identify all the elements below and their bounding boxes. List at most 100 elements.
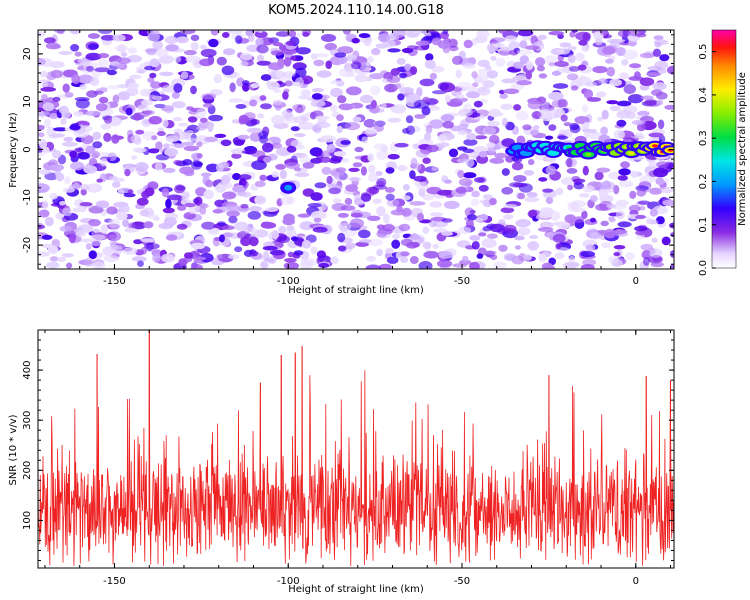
spectrogram-cell	[478, 151, 488, 158]
spectrogram-cell	[513, 175, 527, 183]
spectrogram-cell	[173, 159, 183, 166]
spectrogram-cell	[344, 122, 361, 131]
spectrogram-cell	[127, 82, 139, 90]
spectrogram-cell	[68, 233, 76, 244]
spectrogram-cell	[207, 122, 214, 133]
spectrogram-cell	[193, 256, 207, 261]
spectrogram-cell	[664, 104, 674, 110]
spectrogram-cell	[87, 33, 100, 39]
spectrogram-cell	[251, 160, 267, 171]
spectrogram-cell	[392, 233, 401, 240]
spectrogram-cell	[462, 148, 475, 153]
spectrogram-cell	[488, 134, 500, 145]
spectrogram-cell	[137, 260, 144, 267]
spectrogram-cell	[363, 118, 377, 128]
spectrogram-cell	[143, 221, 154, 229]
spectrogram-cell	[476, 253, 484, 259]
spectrogram-cell	[320, 135, 336, 143]
spectrogram-cell	[44, 216, 54, 227]
spectrogram-cell	[376, 224, 385, 230]
spectrogram-cell	[319, 156, 332, 163]
snr-y-tick-label: 400	[22, 361, 33, 380]
spectrogram-cell	[371, 48, 381, 56]
spectrogram-cell	[538, 177, 548, 182]
spectrogram-cell	[257, 30, 264, 33]
spectrogram-cell	[367, 215, 381, 221]
spectrogram-y-tick-label: 10	[22, 95, 33, 108]
spectrogram-cell	[238, 114, 249, 124]
spectrogram-cell	[493, 42, 506, 48]
spectrogram-cell	[85, 52, 102, 61]
spectrogram-cell	[564, 214, 577, 224]
spectrogram-cell	[38, 152, 45, 157]
spectrogram-cell	[153, 216, 160, 221]
spectrogram-cell	[438, 142, 450, 148]
spectrogram-cell	[402, 195, 411, 201]
spectrogram-cell	[201, 93, 217, 100]
spectrogram-cell	[387, 153, 400, 160]
spectrogram-cell	[499, 46, 512, 52]
spectrogram-cell	[551, 70, 562, 76]
spectrogram-cell	[508, 182, 525, 188]
spectrogram-cell	[286, 145, 297, 153]
spectrogram-cell	[120, 52, 128, 57]
spectrogram-cell	[599, 30, 608, 36]
spectrogram-cell	[259, 174, 267, 181]
spectrogram-cell	[524, 45, 540, 50]
spectrogram-cell	[63, 136, 74, 142]
spectrogram-cell	[196, 141, 203, 148]
spectrogram-cell	[477, 86, 491, 96]
spectrogram-cell	[49, 256, 59, 262]
spectrogram-cell	[348, 176, 361, 182]
spectrogram-cell	[385, 248, 394, 255]
spectrogram-cell	[69, 124, 81, 131]
spectrogram-cell	[568, 66, 580, 72]
spectrogram-cell	[613, 252, 621, 257]
snr-y-axis-label: SNR (10 * v/v)	[8, 414, 19, 485]
spectrogram-cell	[230, 148, 246, 155]
spectrogram-cell	[302, 161, 315, 169]
spectrogram-cell	[124, 228, 139, 233]
spectrogram-cell	[409, 30, 423, 34]
spectrogram-cell	[290, 139, 303, 148]
spectrogram-cell	[658, 135, 666, 144]
spectrogram-cell	[609, 78, 622, 87]
spectrogram-cell	[152, 40, 163, 50]
spectrogram-cell	[49, 113, 59, 120]
spectrogram-cell	[162, 207, 175, 214]
spectrogram-cell	[240, 52, 253, 61]
spectrogram-cell	[222, 32, 230, 38]
spectrogram-cell	[606, 100, 619, 105]
spectrogram-cell	[354, 74, 369, 83]
spectrogram-cell	[116, 211, 128, 221]
spectrogram-cell	[661, 236, 671, 246]
spectrogram-cell	[495, 57, 506, 67]
spectrogram-cell	[358, 229, 371, 239]
spectrogram-cell	[46, 261, 60, 269]
spectrogram-cell	[112, 34, 126, 42]
spectrogram-cell	[474, 177, 485, 183]
spectrogram-cell	[296, 32, 303, 37]
spectrogram-cell	[155, 141, 163, 151]
spectrogram-cell	[405, 115, 414, 124]
spectrogram-cell	[519, 40, 528, 49]
signal-peak-inner	[284, 184, 293, 191]
spectrogram-cell	[178, 258, 188, 266]
spectrogram-cell	[437, 82, 449, 91]
spectrogram-cell	[422, 241, 432, 249]
spectrogram-cell	[77, 152, 90, 160]
spectrogram-cell	[89, 77, 100, 86]
spectrogram-cell	[515, 219, 531, 228]
spectrogram-cell	[569, 124, 581, 134]
spectrogram-cell	[311, 93, 323, 100]
spectrogram-cell	[613, 229, 628, 235]
spectrogram-cell	[619, 180, 634, 188]
spectrogram-cell	[336, 114, 344, 122]
spectrogram-cell	[670, 263, 674, 269]
spectrogram-cell	[228, 215, 238, 224]
spectrogram-cell	[310, 210, 327, 220]
spectrogram-cell	[620, 161, 631, 169]
spectrogram-cell	[397, 93, 405, 101]
spectrogram-cell	[484, 250, 497, 255]
spectrogram-cell	[200, 48, 217, 58]
